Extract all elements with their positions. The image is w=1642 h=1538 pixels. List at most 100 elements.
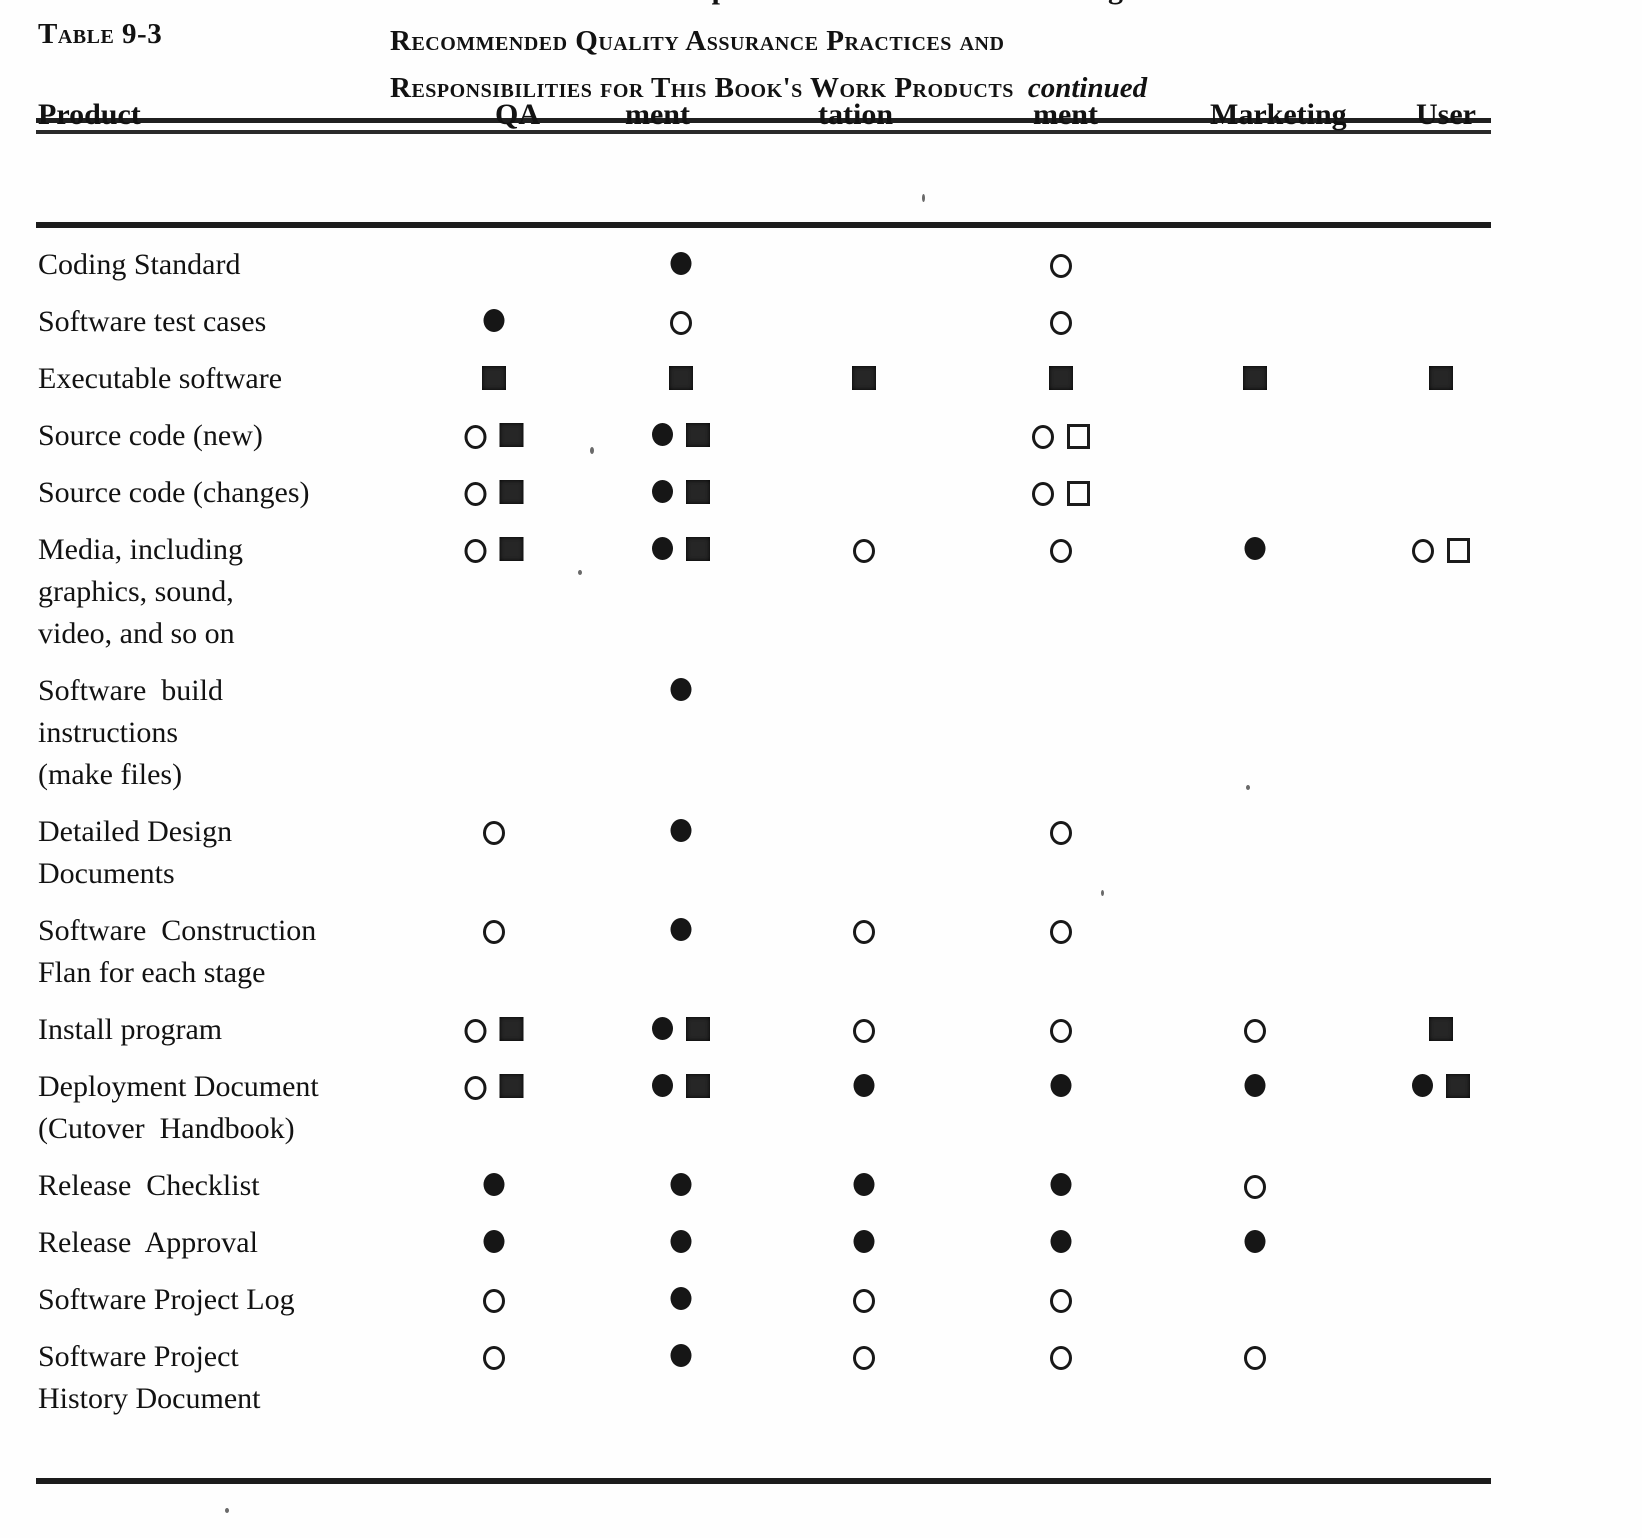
table-row: Media, including graphics, sound, video,… xyxy=(0,529,1642,655)
work-product-label: Source code (changes) xyxy=(38,476,310,509)
cell-management xyxy=(1050,1165,1072,1196)
cell-development xyxy=(670,1279,692,1310)
cell-qa xyxy=(483,811,505,845)
cell-customer-marketing xyxy=(1244,1336,1266,1370)
open-circle-icon xyxy=(464,1019,487,1043)
header-line: ment xyxy=(625,98,690,131)
header-line: Manage- xyxy=(1033,0,1146,10)
open-circle-icon xyxy=(1050,539,1072,563)
filled-circle-icon xyxy=(670,1230,692,1253)
table-title-line2: Responsibilities for This Book's Work Pr… xyxy=(390,65,1147,112)
table-row: Source code (changes) xyxy=(0,472,1642,514)
header-line: Documen- xyxy=(818,0,950,10)
cell-customer-marketing xyxy=(1244,1165,1266,1199)
cell-development xyxy=(670,301,692,335)
cell-development xyxy=(669,358,693,390)
work-product-label: Software Project History Document xyxy=(38,1340,261,1415)
filled-circle-icon xyxy=(853,1074,875,1097)
cell-documentation xyxy=(852,358,876,390)
filled-square-icon xyxy=(852,366,876,390)
table-row: Software Construction Flan for each stag… xyxy=(0,910,1642,994)
continued-label: continued xyxy=(1027,72,1148,104)
table-top-rule xyxy=(36,118,1491,134)
filled-circle-icon xyxy=(652,1017,673,1040)
scan-speck xyxy=(1246,785,1250,790)
table-row: Software Project History Document xyxy=(0,1336,1642,1420)
cell-customer-marketing xyxy=(1244,1066,1266,1097)
open-square-icon xyxy=(1067,424,1090,449)
work-product-label: Install program xyxy=(38,1013,223,1046)
table-title-line1: Recommended Quality Assurance Practices … xyxy=(390,25,1005,57)
filled-circle-icon xyxy=(1244,1230,1266,1253)
work-product-label: Deployment Document (Cutover Handbook) xyxy=(38,1070,319,1145)
cell-qa xyxy=(483,910,505,944)
open-circle-icon xyxy=(853,1346,875,1370)
scan-speck xyxy=(590,447,594,454)
column-header-customer-marketing: Customer/ Marketing xyxy=(1210,0,1347,220)
work-product-label: Software Construction Flan for each stag… xyxy=(38,914,317,989)
cell-management xyxy=(1050,1066,1072,1097)
open-circle-icon xyxy=(1244,1346,1266,1370)
filled-circle-icon xyxy=(652,1074,673,1097)
header-line: Work xyxy=(38,0,141,10)
filled-square-icon xyxy=(499,537,524,561)
cell-development xyxy=(670,1165,692,1196)
cell-management xyxy=(1050,1009,1072,1043)
open-circle-icon xyxy=(853,539,875,563)
cell-development xyxy=(670,811,692,842)
table-body: Coding Standard Software test cases Execut… xyxy=(0,244,1642,1435)
filled-circle-icon xyxy=(483,1173,505,1196)
open-circle-icon xyxy=(853,1019,875,1043)
header-line: Marketing xyxy=(1210,98,1347,131)
cell-end-user xyxy=(1412,529,1470,563)
filled-circle-icon xyxy=(853,1173,875,1196)
open-circle-icon xyxy=(1050,821,1072,845)
scan-speck xyxy=(1101,890,1104,896)
scan-speck xyxy=(922,194,925,202)
filled-square-icon xyxy=(499,1074,524,1098)
filled-circle-icon xyxy=(853,1230,875,1253)
filled-circle-icon xyxy=(670,819,692,842)
cell-end-user xyxy=(1429,1009,1453,1041)
open-circle-icon xyxy=(1050,311,1072,335)
cell-management xyxy=(1050,811,1072,845)
cell-development xyxy=(652,1066,710,1098)
filled-square-icon xyxy=(686,423,710,447)
table-title-line2-text: Responsibilities for This Book's Work Pr… xyxy=(390,72,1014,104)
cell-development xyxy=(670,910,692,941)
filled-circle-icon xyxy=(652,537,673,560)
cell-qa xyxy=(482,358,506,390)
cell-documentation xyxy=(853,1066,875,1097)
filled-square-icon xyxy=(499,423,524,447)
open-circle-icon xyxy=(464,425,487,449)
open-circle-icon xyxy=(1412,539,1434,563)
cell-end-user xyxy=(1429,358,1453,390)
cell-management xyxy=(1050,1222,1072,1253)
cell-qa xyxy=(464,1009,524,1043)
cell-development xyxy=(670,1222,692,1253)
header-line: End xyxy=(1416,0,1476,10)
open-circle-icon xyxy=(1032,425,1054,449)
open-circle-icon xyxy=(1244,1175,1266,1199)
cell-development xyxy=(652,415,710,447)
filled-square-icon xyxy=(686,1017,710,1041)
cell-management xyxy=(1050,910,1072,944)
open-circle-icon xyxy=(1032,482,1054,506)
table-row: Detailed Design Documents xyxy=(0,811,1642,895)
open-circle-icon xyxy=(1050,920,1072,944)
filled-circle-icon xyxy=(483,1230,505,1253)
open-circle-icon xyxy=(464,1076,487,1100)
column-header-management: Manage- ment xyxy=(1033,0,1146,220)
open-circle-icon xyxy=(1050,1019,1072,1043)
table-bottom-rule xyxy=(36,1478,1491,1484)
filled-circle-icon xyxy=(1050,1074,1072,1097)
filled-circle-icon xyxy=(670,252,692,275)
table-header-rule xyxy=(36,222,1491,228)
cell-customer-marketing xyxy=(1243,358,1267,390)
open-circle-icon xyxy=(1050,1289,1072,1313)
work-product-label: Coding Standard xyxy=(38,248,241,281)
cell-documentation xyxy=(853,1165,875,1196)
cell-development xyxy=(670,1336,692,1367)
table-row: Software build instructions (make files) xyxy=(0,670,1642,796)
